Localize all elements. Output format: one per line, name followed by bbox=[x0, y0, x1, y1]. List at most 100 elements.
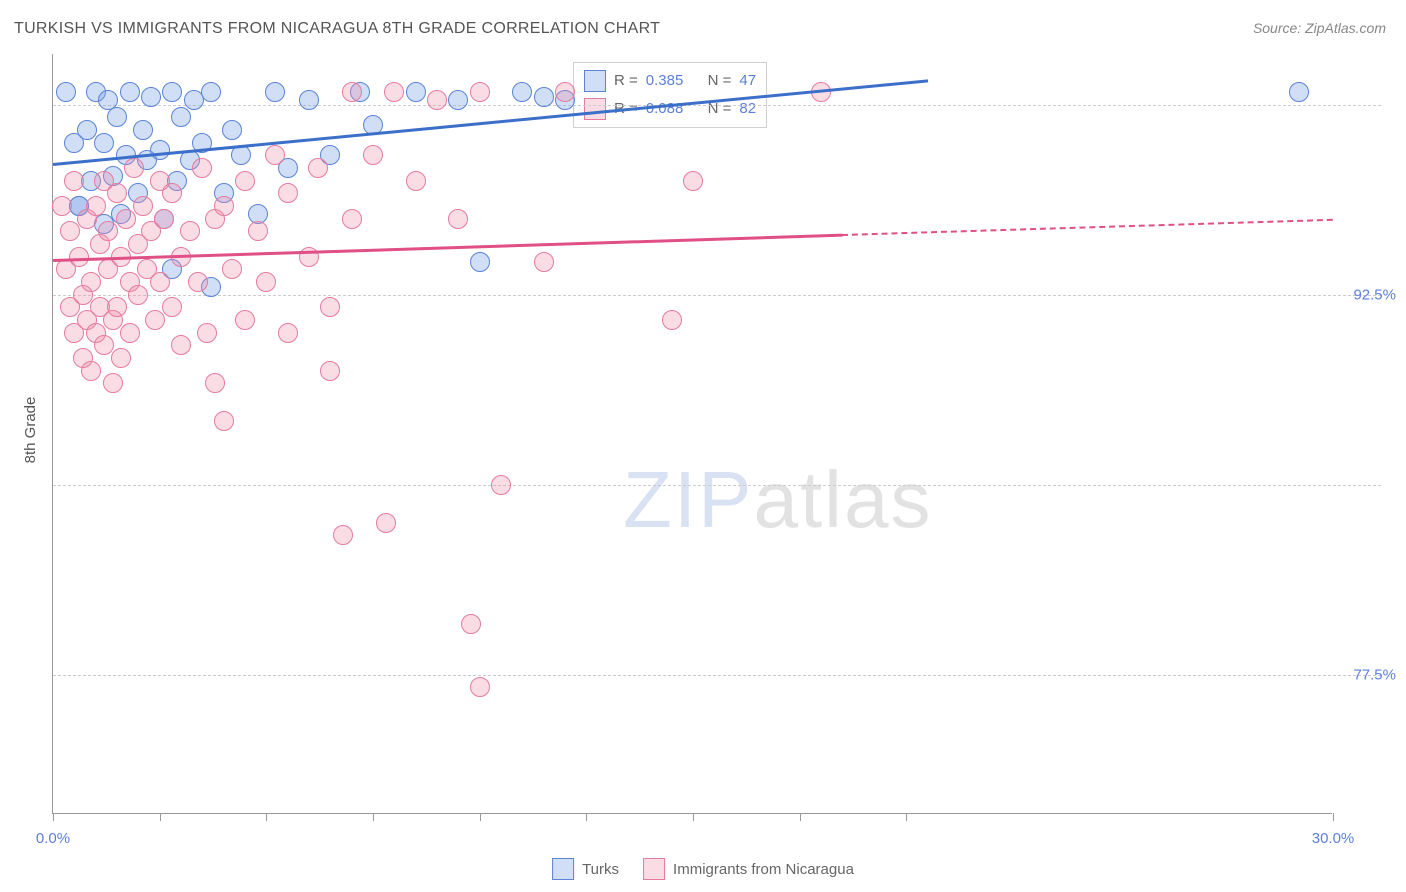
data-point bbox=[342, 82, 362, 102]
data-point bbox=[150, 272, 170, 292]
data-point bbox=[342, 209, 362, 229]
swatch-turks bbox=[584, 70, 606, 92]
data-point bbox=[56, 82, 76, 102]
data-point bbox=[427, 90, 447, 110]
source-attribution: Source: ZipAtlas.com bbox=[1253, 20, 1386, 36]
data-point bbox=[235, 310, 255, 330]
trend-line bbox=[53, 234, 842, 262]
data-point bbox=[145, 310, 165, 330]
data-point bbox=[171, 335, 191, 355]
gridline bbox=[53, 105, 1381, 106]
data-point bbox=[555, 82, 575, 102]
data-point bbox=[470, 82, 490, 102]
data-point bbox=[214, 196, 234, 216]
data-point bbox=[133, 196, 153, 216]
data-point bbox=[205, 373, 225, 393]
data-point bbox=[448, 90, 468, 110]
data-point bbox=[162, 297, 182, 317]
correlation-legend: R = 0.385 N = 47 R = 0.088 N = 82 bbox=[573, 62, 767, 128]
data-point bbox=[320, 361, 340, 381]
data-point bbox=[222, 120, 242, 140]
data-point bbox=[94, 335, 114, 355]
data-point bbox=[320, 297, 340, 317]
data-point bbox=[116, 209, 136, 229]
x-tick bbox=[53, 813, 54, 821]
data-point bbox=[384, 82, 404, 102]
x-tick bbox=[693, 813, 694, 821]
data-point bbox=[120, 323, 140, 343]
data-point bbox=[124, 158, 144, 178]
watermark-zip: ZIP bbox=[623, 455, 753, 544]
swatch-turks bbox=[552, 858, 574, 880]
data-point bbox=[60, 221, 80, 241]
data-point bbox=[197, 323, 217, 343]
data-point bbox=[107, 297, 127, 317]
data-point bbox=[448, 209, 468, 229]
data-point bbox=[512, 82, 532, 102]
data-point bbox=[406, 82, 426, 102]
data-point bbox=[1289, 82, 1309, 102]
x-tick bbox=[906, 813, 907, 821]
data-point bbox=[662, 310, 682, 330]
data-point bbox=[491, 475, 511, 495]
data-point bbox=[162, 183, 182, 203]
data-point bbox=[120, 82, 140, 102]
data-point bbox=[180, 221, 200, 241]
data-point bbox=[470, 677, 490, 697]
swatch-nicaragua bbox=[584, 98, 606, 120]
data-point bbox=[406, 171, 426, 191]
data-point bbox=[299, 90, 319, 110]
x-tick bbox=[800, 813, 801, 821]
data-point bbox=[94, 133, 114, 153]
data-point bbox=[69, 247, 89, 267]
data-point bbox=[154, 209, 174, 229]
watermark: ZIPatlas bbox=[623, 454, 932, 546]
r-label: R = bbox=[614, 67, 638, 95]
data-point bbox=[222, 259, 242, 279]
data-point bbox=[111, 348, 131, 368]
data-point bbox=[376, 513, 396, 533]
data-point bbox=[86, 196, 106, 216]
data-point bbox=[214, 411, 234, 431]
legend-row-turks: R = 0.385 N = 47 bbox=[584, 67, 756, 95]
data-point bbox=[235, 171, 255, 191]
data-point bbox=[333, 525, 353, 545]
data-point bbox=[150, 140, 170, 160]
trend-line bbox=[842, 219, 1333, 236]
data-point bbox=[683, 171, 703, 191]
data-point bbox=[107, 183, 127, 203]
data-point bbox=[256, 272, 276, 292]
data-point bbox=[98, 221, 118, 241]
n-label: N = bbox=[708, 67, 732, 95]
data-point bbox=[470, 252, 490, 272]
data-point bbox=[81, 272, 101, 292]
data-point bbox=[52, 196, 72, 216]
x-tick bbox=[586, 813, 587, 821]
data-point bbox=[534, 252, 554, 272]
y-axis-label: 8th Grade bbox=[22, 397, 39, 464]
data-point bbox=[192, 158, 212, 178]
data-point bbox=[103, 373, 123, 393]
r-value-nicaragua: 0.088 bbox=[646, 95, 684, 123]
data-point bbox=[64, 171, 84, 191]
watermark-atlas: atlas bbox=[753, 455, 932, 544]
legend-label-nicaragua: Immigrants from Nicaragua bbox=[673, 861, 854, 878]
series-legend: Turks Immigrants from Nicaragua bbox=[552, 858, 854, 880]
data-point bbox=[188, 272, 208, 292]
x-tick bbox=[1333, 813, 1334, 821]
data-point bbox=[265, 145, 285, 165]
r-value-turks: 0.385 bbox=[646, 67, 684, 95]
y-tick-label: 92.5% bbox=[1340, 286, 1396, 303]
x-tick bbox=[160, 813, 161, 821]
gridline bbox=[53, 485, 1381, 486]
data-point bbox=[171, 107, 191, 127]
legend-item-nicaragua: Immigrants from Nicaragua bbox=[643, 858, 854, 880]
swatch-nicaragua bbox=[643, 858, 665, 880]
data-point bbox=[278, 183, 298, 203]
n-value-turks: 47 bbox=[739, 67, 756, 95]
x-tick-label: 0.0% bbox=[36, 830, 70, 847]
data-point bbox=[265, 82, 285, 102]
data-point bbox=[133, 120, 153, 140]
data-point bbox=[77, 120, 97, 140]
scatter-plot: ZIPatlas R = 0.385 N = 47 R = 0.088 N = … bbox=[52, 54, 1332, 814]
